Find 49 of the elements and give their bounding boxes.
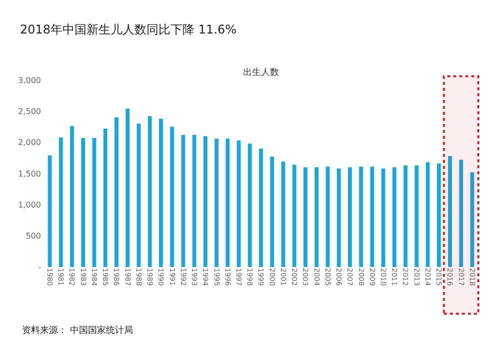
bar (314, 167, 319, 267)
bar (470, 172, 474, 267)
bar (248, 144, 252, 267)
bar (270, 156, 274, 267)
chart-subtitle: 出生人数 (243, 67, 279, 78)
bar (81, 138, 86, 267)
bar (159, 118, 163, 267)
bar (214, 138, 218, 267)
bar (436, 164, 441, 267)
bar (336, 168, 341, 267)
bar (92, 138, 96, 267)
y-tick-label: 1,000 (18, 200, 41, 210)
bar (304, 167, 308, 267)
bar (414, 165, 419, 267)
bar (392, 167, 396, 267)
bar (281, 162, 286, 267)
y-tick-label: 3,000 (18, 76, 41, 85)
bar (70, 126, 74, 267)
y-tick-label: 2,000 (18, 138, 41, 148)
bar (136, 124, 141, 267)
bar (58, 137, 63, 267)
bar (148, 116, 152, 267)
bar (170, 126, 174, 267)
bar (181, 134, 186, 267)
bar (48, 155, 52, 267)
y-tick-label: 2,500 (18, 106, 41, 116)
bar (359, 166, 363, 267)
bar (426, 162, 430, 267)
bar (404, 165, 408, 267)
chart-title: 2018年中国新生儿人数同比下降 11.6% (20, 22, 236, 37)
bar (103, 128, 108, 267)
bar (348, 167, 352, 267)
bar (114, 117, 118, 267)
bar (192, 134, 196, 267)
bar (292, 164, 296, 267)
y-tick-label: - (38, 262, 42, 272)
bar (226, 138, 230, 267)
text: 资料来源： 中国国家统计局 (22, 325, 133, 336)
bar (326, 166, 330, 267)
bar (126, 108, 130, 267)
bar (381, 168, 386, 267)
bar (459, 160, 464, 267)
bar (370, 166, 374, 267)
y-tick-label: 1,500 (18, 169, 41, 178)
y-tick-label: 500 (26, 232, 41, 241)
bar (448, 156, 452, 267)
bar (259, 148, 263, 267)
bar (203, 136, 208, 267)
bar (236, 140, 241, 267)
